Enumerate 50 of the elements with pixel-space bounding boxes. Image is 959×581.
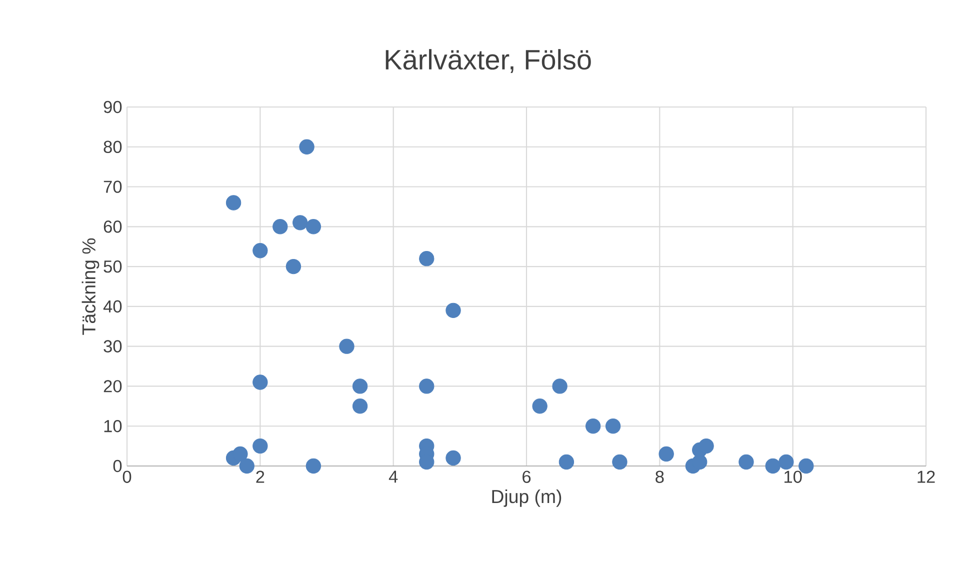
x-tick-label: 2 (256, 470, 264, 483)
point (252, 438, 268, 454)
y-tick-label: 20 (104, 380, 122, 392)
point (299, 139, 314, 154)
x-axis-title: Djup (m) (492, 489, 562, 507)
y-tick-label: 0 (113, 460, 122, 472)
point (272, 219, 288, 234)
x-tick-label: 10 (784, 470, 802, 483)
y-tick-label: 40 (103, 300, 122, 313)
point (612, 454, 628, 470)
point (605, 418, 621, 434)
point (552, 378, 568, 394)
point (698, 438, 714, 454)
point (226, 195, 242, 210)
x-tick-label: 0 (122, 470, 132, 483)
point (446, 450, 461, 466)
point (252, 374, 268, 390)
point (352, 378, 368, 394)
point (232, 446, 248, 462)
point (292, 215, 308, 230)
point (252, 242, 268, 258)
y-tick-label: 50 (104, 260, 122, 273)
y-axis-title: Täckning % (82, 238, 100, 335)
y-tick-label: 10 (104, 420, 122, 432)
point (778, 454, 794, 470)
y-tick-label: 90 (104, 100, 122, 114)
point (558, 454, 574, 470)
chart-title: Kärlväxter, Fölsö (386, 49, 591, 73)
y-tick-label: 30 (104, 340, 122, 352)
point (585, 418, 601, 434)
point (239, 458, 254, 474)
point (765, 458, 780, 474)
y-tick-label: 60 (104, 220, 122, 233)
x-tick-label: 4 (388, 470, 398, 483)
point (532, 398, 548, 414)
point (446, 302, 461, 318)
point (658, 446, 674, 462)
point (306, 219, 322, 234)
y-tick-label: 70 (104, 180, 122, 193)
point (738, 454, 754, 470)
x-tick-label: 12 (918, 470, 935, 483)
x-tick-label: 6 (522, 470, 531, 483)
point (339, 338, 354, 354)
point (352, 398, 368, 414)
x-tick-label: 8 (656, 470, 664, 483)
point (419, 378, 434, 394)
y-tick-label: 80 (104, 140, 122, 154)
point (306, 458, 322, 474)
point (286, 258, 302, 274)
point (419, 250, 434, 266)
